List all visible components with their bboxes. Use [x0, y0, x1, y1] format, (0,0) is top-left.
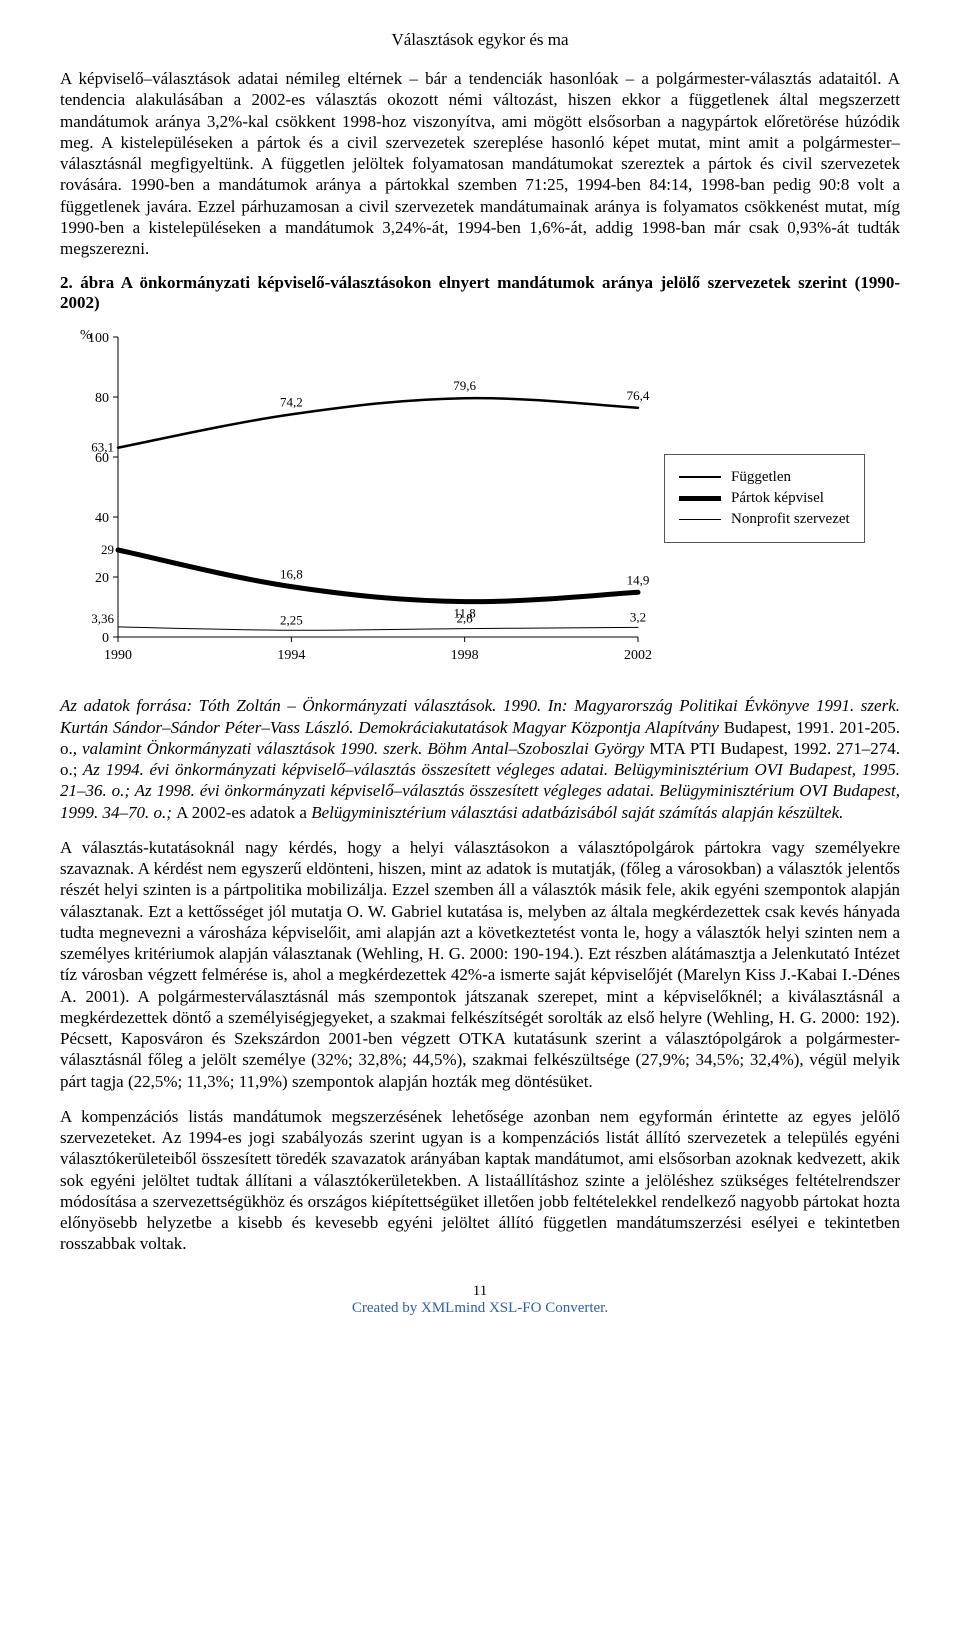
- svg-text:1994: 1994: [277, 648, 305, 663]
- legend-item: Független: [679, 469, 850, 486]
- legend-item: Nonprofit szervezet: [679, 511, 850, 528]
- svg-text:80: 80: [95, 391, 109, 406]
- svg-text:0: 0: [102, 631, 109, 646]
- svg-text:76,4: 76,4: [627, 388, 650, 403]
- page-number: 11: [60, 1283, 900, 1300]
- paragraph-3: A kompenzációs listás mandátumok megszer…: [60, 1106, 900, 1255]
- svg-text:63,1: 63,1: [91, 440, 114, 455]
- footer-credit: Created by XMLmind XSL-FO Converter.: [60, 1300, 900, 1317]
- paragraph-1: A képviselő–választások adatai némileg e…: [60, 68, 900, 259]
- svg-text:14,9: 14,9: [627, 573, 650, 588]
- chart-svg: %020406080100199019941998200263,174,279,…: [60, 323, 656, 673]
- chart-legend: Független Pártok képvisel Nonprofit szerve…: [664, 454, 865, 543]
- svg-text:1998: 1998: [451, 648, 479, 663]
- svg-text:79,6: 79,6: [453, 378, 476, 393]
- svg-text:2,8: 2,8: [457, 611, 473, 626]
- svg-text:1990: 1990: [104, 648, 132, 663]
- page-footer: 11 Created by XMLmind XSL-FO Converter.: [60, 1283, 900, 1317]
- legend-item: Pártok képvisel: [679, 490, 850, 507]
- svg-text:29: 29: [101, 542, 114, 557]
- svg-text:3,2: 3,2: [630, 610, 646, 625]
- figure-2-chart: %020406080100199019941998200263,174,279,…: [60, 323, 900, 673]
- svg-text:20: 20: [95, 571, 109, 586]
- svg-text:74,2: 74,2: [280, 395, 303, 410]
- svg-text:100: 100: [88, 331, 109, 346]
- running-head: Választások egykor és ma: [60, 30, 900, 50]
- svg-text:2,25: 2,25: [280, 613, 303, 628]
- svg-text:2002: 2002: [624, 648, 652, 663]
- figure-title: 2. ábra A önkormányzati képviselő-válasz…: [60, 273, 900, 313]
- paragraph-2: A választás-kutatásoknál nagy kérdés, ho…: [60, 837, 900, 1092]
- svg-text:40: 40: [95, 511, 109, 526]
- svg-text:3,36: 3,36: [91, 611, 114, 626]
- svg-text:16,8: 16,8: [280, 567, 303, 582]
- figure-source: Az adatok forrása: Tóth Zoltán – Önkormá…: [60, 695, 900, 823]
